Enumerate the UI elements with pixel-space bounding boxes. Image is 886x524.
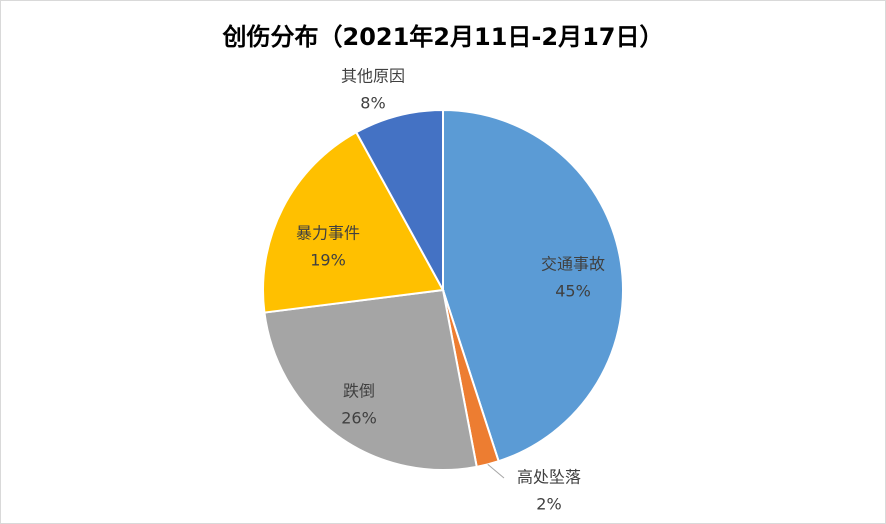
pie-slice — [262, 130, 445, 314]
value-label: 19% — [310, 251, 346, 270]
category-label: 暴力事件 — [296, 224, 360, 243]
value-label: 8% — [360, 94, 385, 113]
value-label: 45% — [555, 282, 591, 301]
category-label: 交通事故 — [541, 255, 605, 274]
leader-line — [487, 463, 505, 479]
category-label: 其他原因 — [341, 67, 405, 86]
category-label: 跌倒 — [343, 382, 375, 401]
pie-slice — [442, 108, 624, 463]
pie-slice — [263, 288, 478, 471]
chart-title: 创伤分布（2021年2月11日-2月17日） — [222, 23, 664, 51]
category-label: 高处坠落 — [517, 468, 581, 487]
value-label: 2% — [536, 495, 561, 514]
value-label: 26% — [341, 409, 377, 428]
pie-slice — [354, 108, 444, 291]
